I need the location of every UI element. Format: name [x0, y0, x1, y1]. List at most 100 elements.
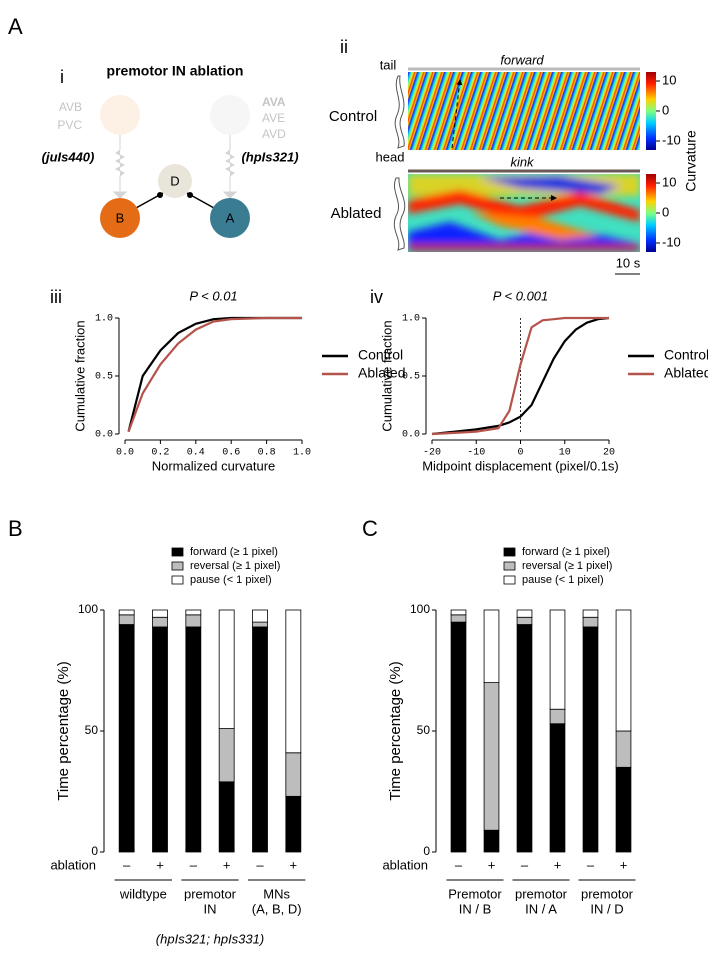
- bar-segment: [516, 624, 533, 853]
- legend-label: Ablated: [358, 365, 405, 381]
- bar-segment: [450, 614, 467, 623]
- x-tick-label: –: [123, 857, 131, 872]
- colorbar-tick-label: 10: [662, 72, 676, 87]
- y-tick-label: 1.0: [402, 314, 420, 325]
- group-label: premotor: [184, 886, 237, 901]
- strain: (hpIs321): [241, 149, 298, 164]
- bar-segment: [549, 609, 566, 710]
- neuron-label: B: [116, 210, 125, 225]
- neuron: [210, 95, 250, 135]
- neuron: [210, 198, 250, 238]
- synapse: [222, 135, 238, 199]
- bar-segment: [516, 609, 533, 618]
- neuron-label: D: [170, 173, 179, 188]
- x-tick-label: –: [521, 857, 529, 872]
- x-tick-label: +: [290, 857, 298, 872]
- x-tick-label: –: [455, 857, 463, 872]
- y-tick-label: 50: [85, 723, 99, 737]
- x-tick-label: +: [156, 857, 164, 872]
- bar-segment: [582, 609, 599, 618]
- x-tick-label: +: [554, 857, 562, 872]
- bar-segment: [582, 616, 599, 628]
- x-tick-label: –: [190, 857, 198, 872]
- bar-segment: [285, 752, 302, 797]
- y-tick-label: 100: [78, 602, 98, 616]
- colorbar: [646, 72, 656, 150]
- panel-label: A: [8, 14, 23, 39]
- kymograph-panel: tail head Control Ablated forward kink C…: [329, 52, 699, 275]
- group-label: IN / A: [525, 901, 557, 916]
- x-tick-label: 0: [517, 448, 523, 459]
- group-label: premotor: [515, 886, 568, 901]
- bar-segment: [285, 795, 302, 853]
- y-tick-label: 0.5: [402, 372, 420, 383]
- y-tick-label: 50: [417, 723, 431, 737]
- bar-segment: [549, 723, 566, 853]
- colorbar-tick-label: 0: [662, 204, 669, 219]
- bar-segment: [152, 616, 168, 628]
- x-tick-label: –: [256, 857, 264, 872]
- series-line: [127, 316, 302, 433]
- row-label: Control: [329, 108, 377, 125]
- colorbar-tick-label: -10: [662, 132, 681, 147]
- bar-segment: [615, 609, 632, 732]
- legend-swatch: [171, 575, 184, 585]
- legend-swatch: [503, 547, 516, 557]
- neuron: [100, 95, 140, 135]
- row-title: kink: [510, 154, 535, 169]
- legend-swatch: [503, 575, 516, 585]
- panel-label: i: [60, 67, 64, 87]
- legend-swatch: [171, 547, 184, 557]
- bar-segment: [582, 626, 599, 853]
- colorbar: [646, 174, 656, 252]
- y-axis-label: Cumulative fraction: [379, 320, 394, 431]
- y-axis-label: Time percentage (%): [55, 661, 72, 801]
- series-line: [431, 316, 610, 436]
- bar-segment: [152, 609, 168, 618]
- neuron-label: AVE: [262, 111, 285, 125]
- bar-segment: [450, 621, 467, 853]
- panel-label: iii: [50, 287, 62, 307]
- y-tick-label: 0.0: [95, 430, 113, 441]
- group-label: (A, B, D): [252, 901, 302, 916]
- x-axis-label: Midpoint displacement (pixel/0.1s): [422, 458, 619, 473]
- row-label: Ablated: [331, 205, 382, 222]
- bar-segment: [615, 766, 632, 853]
- x-tick-label: 0.8: [258, 448, 276, 459]
- x-axis-label: Normalized curvature: [152, 458, 276, 473]
- y-tick-label: 100: [410, 602, 430, 616]
- neuron: [100, 198, 140, 238]
- legend-label: forward (≥ 1 pixel): [522, 546, 610, 558]
- bar-segment: [450, 609, 467, 616]
- bar-segment: [483, 609, 500, 683]
- neuron-label: A: [226, 210, 235, 225]
- x-tick-label: +: [223, 857, 231, 872]
- x-axis-label: ablation: [382, 857, 428, 872]
- y-axis-label: Time percentage (%): [387, 661, 404, 801]
- x-tick-label: +: [620, 857, 628, 872]
- neuron: [158, 164, 192, 198]
- legend-label: pause (< 1 pixel): [190, 574, 272, 586]
- bar-segment: [152, 626, 168, 853]
- bar-segment: [549, 708, 566, 725]
- group-label: MNs: [263, 886, 290, 901]
- circuit-diagram: premotor IN ablation AVB PVC AVA AVE AVD…: [42, 63, 299, 238]
- bar-segment: [483, 829, 500, 853]
- neuron-label: AVA: [262, 95, 286, 109]
- bar-segment: [185, 626, 202, 853]
- x-tick-label: 0.0: [116, 448, 134, 459]
- bar-segment: [118, 624, 135, 853]
- y-tick-label: 0.0: [402, 430, 420, 441]
- y-tick-label: 0: [91, 844, 98, 858]
- synapse: [187, 192, 193, 198]
- legend-label: Ablated: [664, 365, 708, 381]
- arrow: [451, 79, 463, 149]
- synapse: [112, 135, 128, 199]
- strain: (juIs440): [42, 149, 95, 164]
- bar-segment: [516, 616, 533, 625]
- x-tick-label: +: [488, 857, 496, 872]
- legend-label: Control: [358, 347, 403, 363]
- panel-label: ii: [340, 37, 348, 57]
- bar-segment: [252, 626, 268, 853]
- colorbar-tick-label: -10: [662, 234, 681, 249]
